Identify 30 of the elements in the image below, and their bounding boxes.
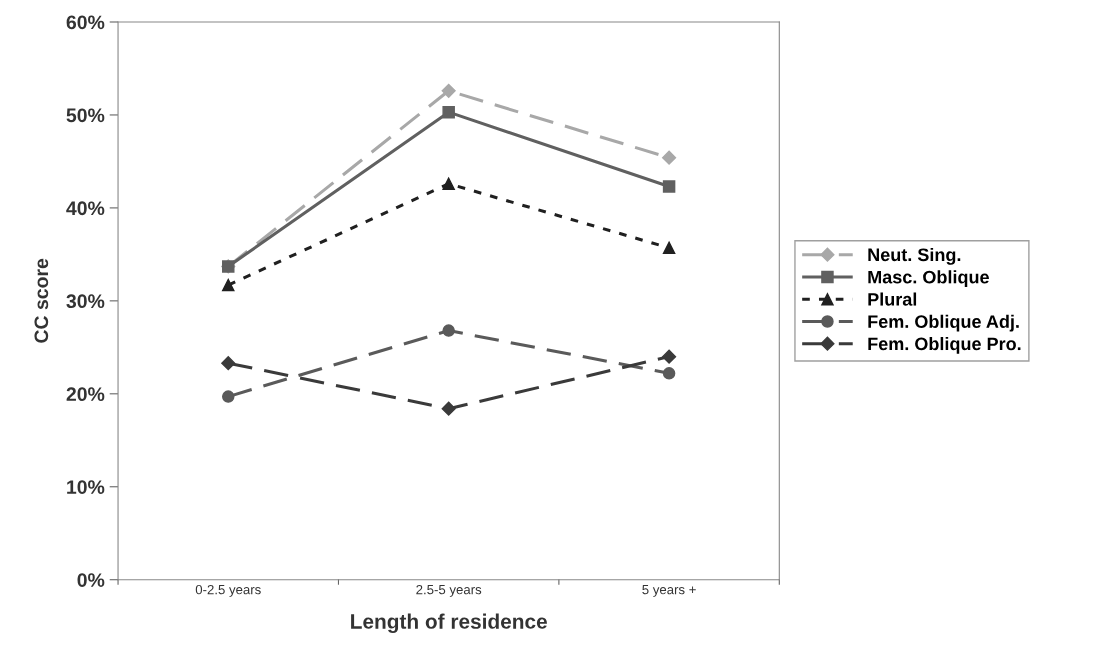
point — [662, 150, 677, 165]
y-tick-label: 10% — [67, 480, 105, 494]
point — [442, 324, 455, 337]
legend-label: Masc. Oblique — [868, 270, 989, 288]
x-tick-label: 0-2.5 years — [195, 584, 261, 597]
y-tick-label: 40% — [66, 201, 105, 216]
y-tick-label: 30% — [66, 294, 105, 309]
point — [441, 83, 456, 98]
point — [442, 177, 455, 190]
x-tick-label: 5 years + — [642, 585, 696, 597]
point — [662, 180, 676, 193]
y-tick-label: 20% — [66, 387, 105, 402]
point — [662, 349, 677, 364]
point — [222, 278, 235, 292]
legend-label: Neut. Sing. — [868, 247, 961, 265]
point — [442, 105, 455, 119]
legend-label: Fem. Oblique Pro. — [868, 336, 1021, 354]
point — [662, 241, 676, 255]
x-tick-label: 2.5-5 years — [416, 584, 482, 597]
point — [221, 356, 236, 371]
point — [662, 367, 676, 380]
point — [222, 390, 235, 403]
y-tick-label: 60% — [66, 15, 105, 30]
x-axis-title: Length of residence — [351, 613, 547, 634]
y-axis-title: CC score — [34, 258, 49, 343]
point — [441, 401, 456, 416]
y-tick-label: 0% — [77, 573, 105, 587]
legend-label: Fem. Oblique Adj. — [868, 314, 1019, 332]
y-tick-label: 50% — [66, 108, 105, 123]
legend-label: Plural — [868, 292, 917, 306]
